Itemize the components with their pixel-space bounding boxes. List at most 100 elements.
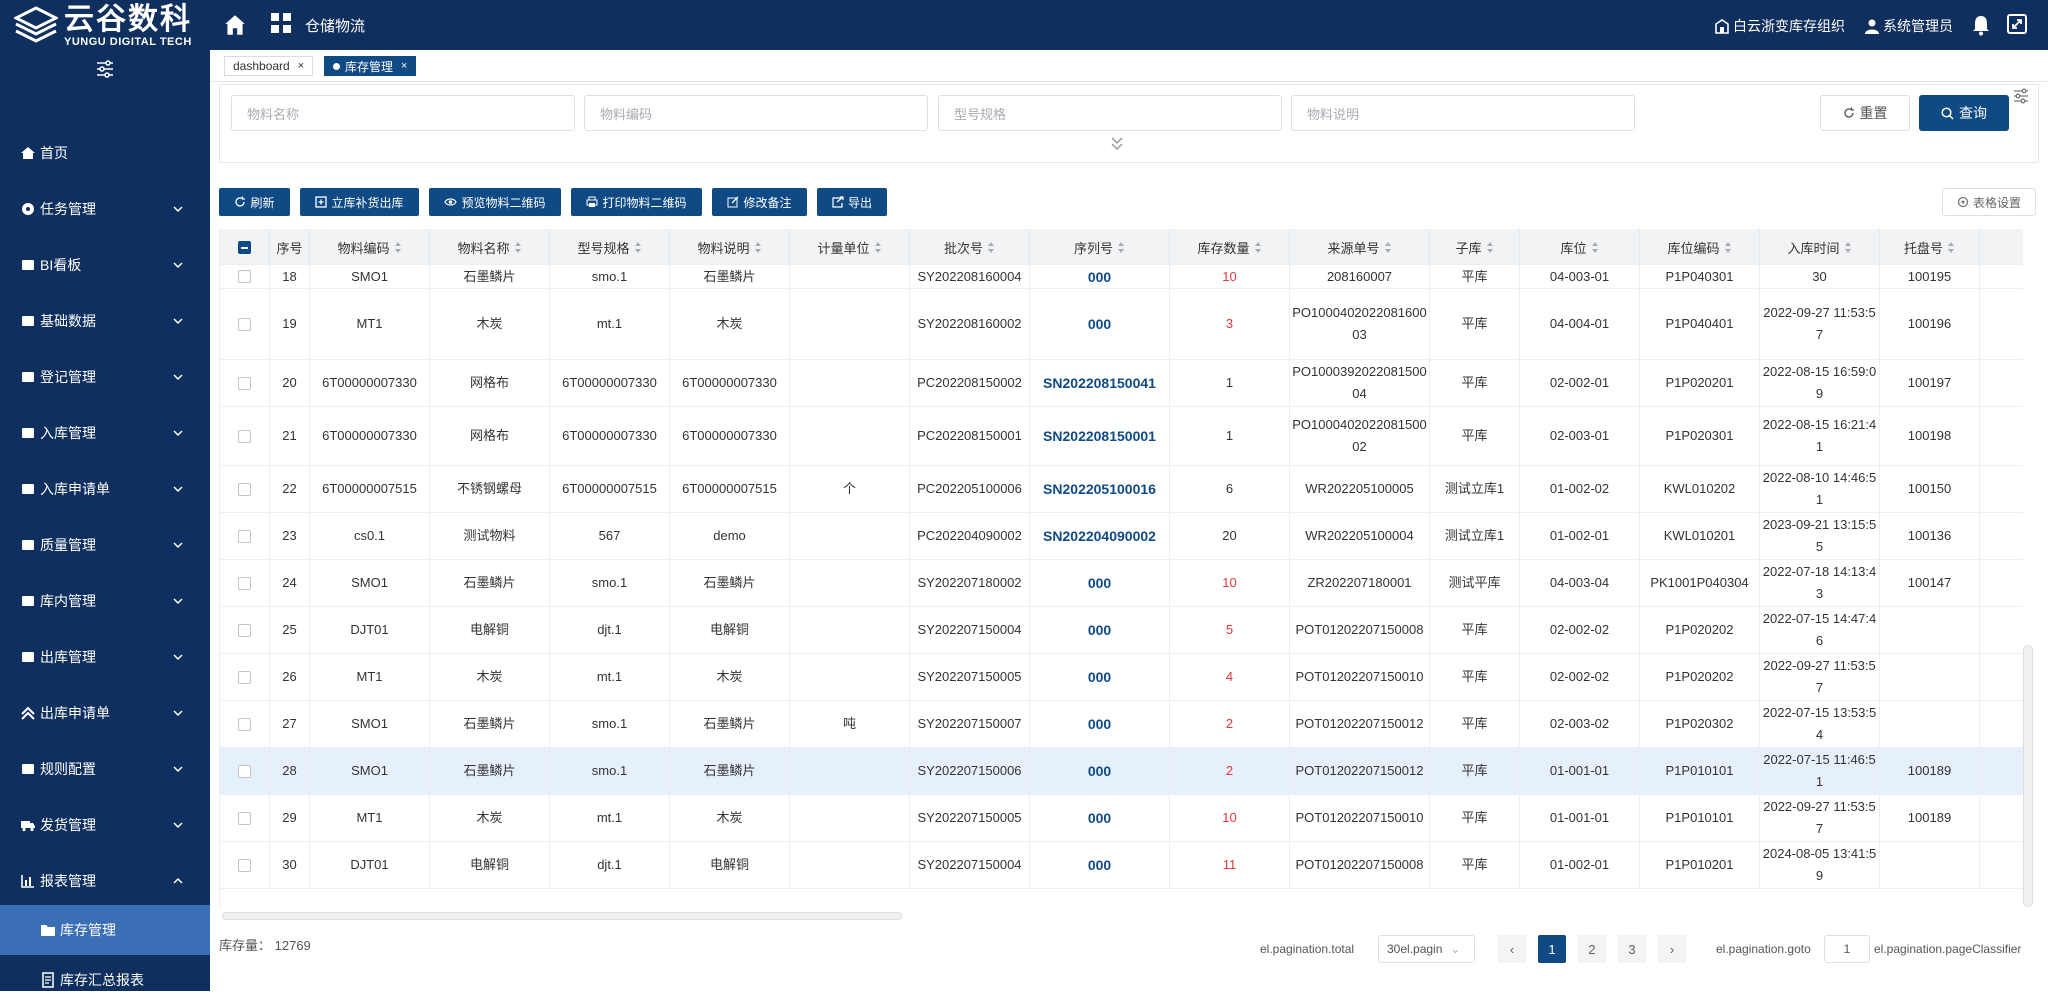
sort-icon[interactable] — [1948, 241, 1955, 253]
material-name-input[interactable]: 物料名称 — [231, 95, 575, 131]
filter-settings-icon[interactable] — [2013, 88, 2029, 104]
sort-icon[interactable] — [1384, 241, 1392, 253]
table-settings-button[interactable]: 表格设置 — [1942, 188, 2036, 216]
sidebar-item-11[interactable]: 规则配置 — [0, 741, 210, 797]
org-selector[interactable]: 白云浙变库存组织 — [1714, 16, 1845, 36]
sort-icon[interactable] — [1254, 241, 1262, 253]
sidebar-item-label: 登记管理 — [40, 369, 96, 385]
material-code-input[interactable]: 物料编码 — [584, 95, 928, 131]
checkbox[interactable] — [238, 858, 251, 872]
table-row[interactable]: 18 SMO1 石墨鳞片 smo.1 石墨鳞片 SY202208160004 000 10 20… — [220, 265, 2023, 289]
export-button[interactable]: 导出 — [817, 188, 887, 216]
sort-icon[interactable] — [394, 241, 402, 253]
sort-icon[interactable] — [988, 241, 995, 253]
page-2-button[interactable]: 2 — [1578, 935, 1606, 963]
sidebar-item-3[interactable]: 基础数据 — [0, 293, 210, 349]
user-menu[interactable]: 系统管理员 — [1864, 16, 1953, 36]
table-row[interactable]: 29 MT1 木炭 mt.1 木炭 SY202207150005 000 10 POT01202… — [220, 795, 2023, 842]
checkbox[interactable] — [238, 376, 251, 390]
sidebar-subitem-inventory[interactable]: 库存管理 — [0, 905, 210, 955]
sort-icon[interactable] — [1844, 241, 1852, 253]
expand-chevrons-icon[interactable] — [1110, 135, 1124, 151]
tab-dashboard[interactable]: dashboard × — [224, 56, 314, 76]
table-row[interactable]: 20 6T00000007330 网格布 6T00000007330 6T0000000… — [220, 360, 2023, 407]
page-3-button[interactable]: 3 — [1618, 935, 1646, 963]
checkbox[interactable] — [238, 670, 251, 684]
sidebar-item-7[interactable]: 质量管理 — [0, 517, 210, 573]
sidebar-item-0[interactable]: 首页 — [0, 125, 210, 181]
app-title[interactable]: 仓储物流 — [305, 18, 366, 35]
close-icon[interactable]: × — [297, 60, 305, 72]
sidebar-item-6[interactable]: 入库申请单 — [0, 461, 210, 517]
row-checkbox-cell — [220, 607, 270, 653]
sidebar-subitem-inventory-summary[interactable]: 库存汇总报表 — [0, 955, 210, 1005]
edit-remark-button[interactable]: 修改备注 — [712, 188, 807, 216]
page-size-select[interactable]: 30el.pagin ⌄ — [1378, 935, 1475, 963]
checkbox[interactable] — [238, 576, 251, 590]
table-row[interactable]: 21 6T00000007330 网格布 6T00000007330 6T0000000… — [220, 407, 2023, 466]
checkbox[interactable] — [238, 240, 251, 254]
print-qr-button[interactable]: 打印物料二维码 — [571, 188, 702, 216]
checkbox[interactable] — [238, 270, 251, 283]
table-row[interactable]: 25 DJT01 电解铜 djt.1 电解铜 SY202207150004 000 5 POT0… — [220, 607, 2023, 654]
sidebar-item-8[interactable]: 库内管理 — [0, 573, 210, 629]
horizontal-scrollbar[interactable] — [222, 912, 902, 920]
checkbox[interactable] — [238, 317, 251, 331]
table-row[interactable]: 26 MT1 木炭 mt.1 木炭 SY202207150005 000 4 POT012022… — [220, 654, 2023, 701]
preview-qr-button[interactable]: 预览物料二维码 — [429, 188, 561, 216]
sort-icon[interactable] — [634, 241, 642, 253]
table-row[interactable]: 28 SMO1 石墨鳞片 smo.1 石墨鳞片 SY202207150006 000 2 POT… — [220, 748, 2023, 795]
sidebar-item-label: 入库管理 — [40, 425, 96, 441]
cell-pallet — [1880, 654, 1980, 700]
tab-inventory[interactable]: 库存管理 × — [324, 56, 417, 76]
sort-icon[interactable] — [1591, 241, 1599, 253]
sort-icon[interactable] — [1118, 241, 1125, 253]
table-row[interactable]: 22 6T00000007515 不锈钢螺母 6T00000007515 6T00000… — [220, 466, 2023, 513]
table-row[interactable]: 30 DJT01 电解铜 djt.1 电解铜 SY202207150004 000 11 POT… — [220, 842, 2023, 889]
refresh-button[interactable]: 刷新 — [219, 188, 290, 216]
sidebar-item-10[interactable]: 出库申请单 — [0, 685, 210, 741]
home-icon[interactable] — [222, 12, 248, 38]
checkbox[interactable] — [238, 717, 251, 731]
table-row[interactable]: 19 MT1 木炭 mt.1 木炭 SY202208160002 000 3 PO1000402… — [220, 289, 2023, 360]
sort-icon[interactable] — [1724, 241, 1732, 253]
sort-icon[interactable] — [874, 241, 882, 253]
fullscreen-icon[interactable] — [2007, 14, 2027, 34]
spec-input[interactable]: 型号规格 — [938, 95, 1282, 131]
table-row[interactable]: 24 SMO1 石墨鳞片 smo.1 石墨鳞片 SY202207180002 000 10 ZR… — [220, 560, 2023, 607]
sidebar-item-12[interactable]: 发货管理 — [0, 797, 210, 853]
select-all-checkbox[interactable] — [220, 229, 270, 265]
sidebar-toggle-icon[interactable] — [95, 60, 115, 78]
sort-icon[interactable] — [1486, 241, 1494, 253]
sidebar-item-5[interactable]: 入库管理 — [0, 405, 210, 461]
checkbox[interactable] — [238, 482, 251, 496]
checkbox[interactable] — [238, 811, 251, 825]
bell-icon[interactable] — [1971, 14, 1991, 36]
sort-icon[interactable] — [754, 241, 762, 253]
goto-page-input[interactable]: 1 — [1824, 935, 1870, 963]
close-icon[interactable]: × — [401, 60, 408, 72]
sidebar-item-label: 出库管理 — [40, 649, 96, 665]
checkbox[interactable] — [238, 623, 251, 637]
table-row[interactable]: 27 SMO1 石墨鳞片 smo.1 石墨鳞片吨 SY202207150007 000 2 PO… — [220, 701, 2023, 748]
next-page-button[interactable]: › — [1658, 935, 1686, 963]
material-desc-input[interactable]: 物料说明 — [1291, 95, 1635, 131]
page-1-button[interactable]: 1 — [1538, 935, 1566, 963]
sidebar-item-2[interactable]: BI看板 — [0, 237, 210, 293]
sidebar-item-13[interactable]: 报表管理 — [0, 853, 210, 909]
replenish-outbound-button[interactable]: 立库补货出库 — [300, 188, 419, 216]
sidebar-item-1[interactable]: 任务管理 — [0, 181, 210, 237]
prev-page-button[interactable]: ‹ — [1498, 935, 1526, 963]
cell-sub: 平库 — [1430, 360, 1520, 406]
sidebar-item-4[interactable]: 登记管理 — [0, 349, 210, 405]
query-button[interactable]: 查询 — [1919, 95, 2009, 131]
reset-button[interactable]: 重置 — [1820, 95, 1910, 131]
checkbox[interactable] — [238, 529, 251, 543]
vertical-scrollbar[interactable] — [2023, 645, 2033, 907]
checkbox[interactable] — [238, 764, 251, 778]
table-row[interactable]: 23 cs0.1 测试物料 567 demo PC202204090002 SN202204… — [220, 513, 2023, 560]
sidebar-item-9[interactable]: 出库管理 — [0, 629, 210, 685]
apps-grid-icon[interactable] — [270, 12, 292, 34]
checkbox[interactable] — [238, 429, 251, 443]
sort-icon[interactable] — [514, 241, 522, 253]
